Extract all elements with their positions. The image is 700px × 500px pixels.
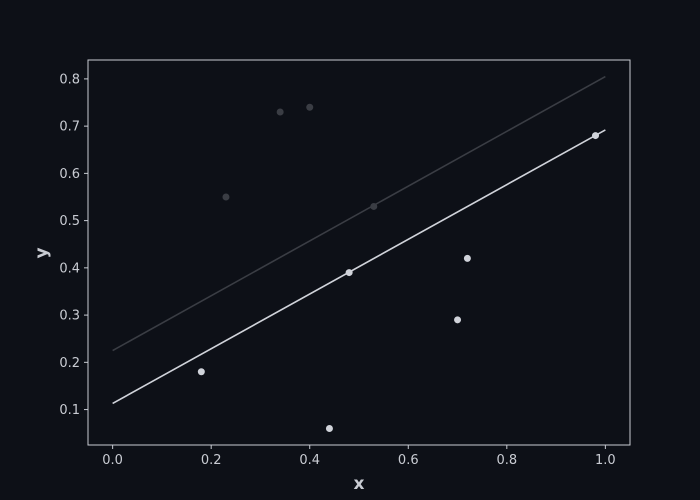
x-tick-label: 0.6 bbox=[398, 453, 419, 468]
y-axis-ticks: 0.1 0.2 0.3 0.4 0.5 0.6 0.7 0.8 bbox=[59, 72, 88, 418]
x-tick-label: 0.8 bbox=[496, 453, 517, 468]
series-2 bbox=[112, 129, 606, 432]
y-tick-label: 0.2 bbox=[59, 356, 80, 371]
data-point bbox=[306, 103, 314, 111]
y-tick-label: 0.6 bbox=[59, 167, 80, 182]
plot-frame bbox=[87, 59, 631, 446]
data-point bbox=[370, 202, 378, 210]
series-layer bbox=[112, 75, 606, 432]
x-tick-label: 0.2 bbox=[201, 453, 222, 468]
data-point bbox=[345, 269, 353, 277]
x-tick-label: 1.0 bbox=[595, 453, 616, 468]
x-axis-label: x bbox=[354, 474, 365, 494]
x-tick-label: 0.0 bbox=[102, 453, 123, 468]
y-tick-label: 0.3 bbox=[59, 309, 80, 324]
y-axis-label: y bbox=[32, 247, 52, 258]
data-point bbox=[325, 424, 333, 432]
y-tick-label: 0.8 bbox=[59, 72, 80, 87]
y-tick-label: 0.1 bbox=[59, 403, 80, 418]
fit-line bbox=[112, 129, 606, 405]
y-tick-label: 0.5 bbox=[59, 214, 80, 229]
data-point bbox=[592, 132, 600, 140]
fit-line bbox=[112, 75, 606, 352]
series-1 bbox=[112, 75, 606, 352]
x-axis-ticks: 0.0 0.2 0.4 0.6 0.8 1.0 bbox=[102, 445, 616, 468]
data-point bbox=[276, 108, 284, 116]
data-point bbox=[222, 193, 230, 201]
data-point bbox=[197, 368, 205, 376]
data-point bbox=[463, 254, 471, 262]
x-tick-label: 0.4 bbox=[299, 453, 320, 468]
y-tick-label: 0.7 bbox=[59, 120, 80, 135]
data-point bbox=[454, 316, 462, 324]
y-tick-label: 0.4 bbox=[59, 261, 80, 276]
